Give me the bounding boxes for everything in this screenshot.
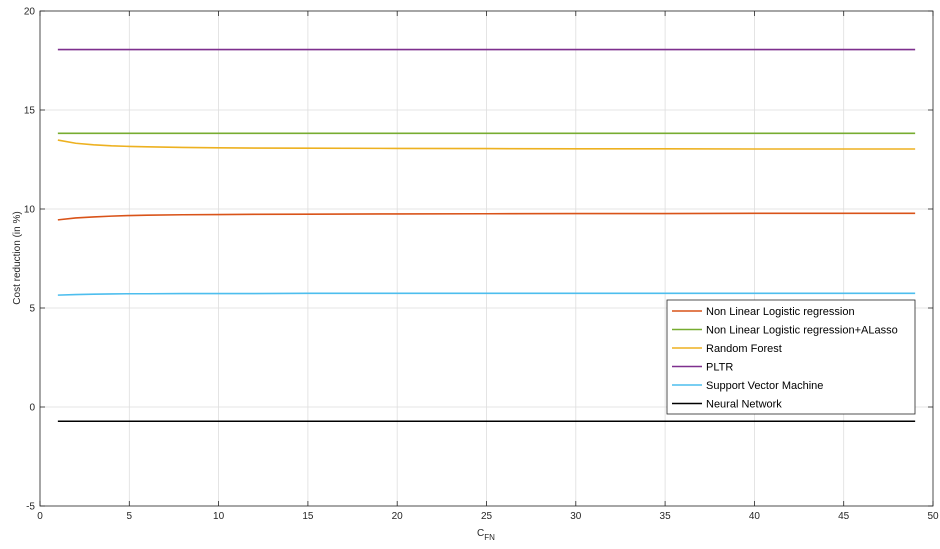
x-tick-label: 45 (838, 511, 850, 522)
y-axis-label: Cost reduction (in %) (12, 211, 23, 304)
legend-label: Non Linear Logistic regression (706, 306, 855, 318)
legend-label: Random Forest (706, 343, 782, 355)
x-tick-label: 20 (392, 511, 404, 522)
x-tick-label: 35 (660, 511, 672, 522)
x-tick-labels: 0 5 10 15 20 25 30 35 40 45 50 (37, 511, 939, 522)
series-line-1 (57, 212, 916, 221)
legend-box (666, 299, 916, 415)
legend: Non Linear Logistic regression Non Linear… (666, 299, 916, 415)
series-lines (57, 48, 916, 423)
x-tick-label: 5 (127, 511, 133, 522)
legend-label: PLTR (706, 362, 733, 374)
legend-label: Support Vector Machine (706, 380, 823, 392)
x-axis-label-subscript: FN (484, 533, 495, 542)
x-tick-label: 0 (37, 511, 43, 522)
x-tick-label: 30 (570, 511, 582, 522)
x-tick-label: 15 (302, 511, 314, 522)
x-axis-label: CFN (477, 528, 495, 542)
x-tick-label: 50 (927, 511, 939, 522)
tick-marks (39, 10, 934, 507)
y-tick-label: -5 (26, 502, 35, 513)
y-tick-labels: -5 0 5 10 15 20 (24, 7, 36, 513)
x-axis-label-main: C (477, 528, 484, 539)
series-line-5 (57, 292, 916, 296)
series-line-3 (57, 139, 916, 150)
legend-items: Non Linear Logistic regression Non Linear… (672, 306, 898, 411)
y-tick-label: 0 (29, 403, 35, 414)
y-tick-label: 20 (24, 7, 36, 18)
x-tick-label: 25 (481, 511, 493, 522)
x-tick-label: 10 (213, 511, 225, 522)
legend-label: Neural Network (706, 399, 782, 411)
y-tick-label: 10 (24, 205, 36, 216)
legend-label: Non Linear Logistic regression+ALasso (706, 325, 898, 337)
y-tick-label: 15 (24, 106, 36, 117)
x-tick-label: 40 (749, 511, 761, 522)
y-tick-label: 5 (29, 304, 35, 315)
